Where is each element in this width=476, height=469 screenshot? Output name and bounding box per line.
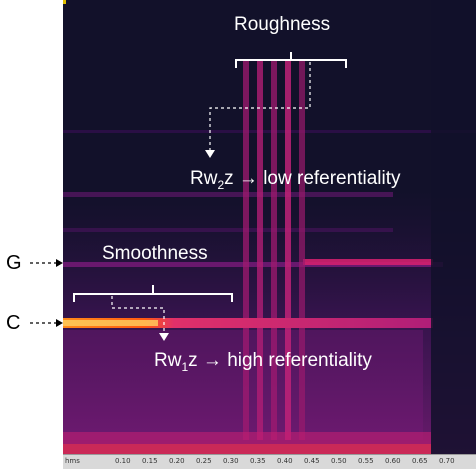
time-tick: 0.40 [277,457,293,465]
smoothness-bracket [73,293,233,302]
pitch-label-c: C [6,312,21,334]
arrow-right-icon: → [202,350,222,371]
c-band-core [63,320,158,326]
cursor-marker [63,0,66,4]
time-tick: 0.50 [331,457,347,465]
harmonic-band [63,228,393,232]
rw1z-label: Rw1z → high referentiality [154,350,372,374]
smoothness-arrow-line [111,296,165,333]
low-floor-hot [63,444,431,454]
g-band-bright [303,259,433,265]
time-tick: 0.25 [196,457,212,465]
rw1z-subscript: 1 [181,359,189,374]
time-tick: 0.10 [115,457,131,465]
c-arrow-head [56,319,63,327]
roughness-column [257,60,263,440]
low-floor [63,432,431,454]
time-tick: 0.60 [385,457,401,465]
time-axis: hms 0.10 0.15 0.20 0.25 0.30 0.35 0.40 0… [63,454,476,469]
arrow-right-icon: → [238,168,258,189]
roughness-column [299,60,305,440]
pitch-label-g: G [6,252,22,274]
time-tick: 0.55 [358,457,374,465]
harmonic-band [63,192,393,197]
c-band [63,318,433,328]
roughness-label: Roughness [234,14,331,35]
rw1z-text: high referentiality [227,350,372,371]
roughness-bracket [235,59,347,68]
roughness-arrow-head [205,150,215,158]
rw2z-label: Rw2z → low referentiality [190,168,400,192]
time-tick: 0.15 [142,457,158,465]
g-band [63,262,443,267]
rw2z-subscript: 2 [217,177,225,192]
rw1z-suffix: z [188,350,198,371]
spectrogram [63,0,476,454]
time-tick: 0.35 [250,457,266,465]
rw2z-suffix: z [224,168,234,189]
rw1z-prefix: Rw [154,350,182,371]
roughness-column [271,60,277,440]
time-axis-unit: hms [65,457,80,465]
smoothness-label: Smoothness [102,243,208,264]
time-tick: 0.70 [439,457,455,465]
smoothness-arrow-head [159,333,169,341]
roughness-column [285,60,291,440]
time-tick: 0.30 [223,457,239,465]
rw2z-prefix: Rw [190,168,218,189]
time-tick: 0.65 [412,457,428,465]
harmonic-band [63,130,476,133]
time-tick: 0.20 [169,457,185,465]
roughness-arrow-line [209,62,311,150]
rw2z-text: low referentiality [263,168,401,189]
time-tick: 0.45 [304,457,320,465]
silence-region [431,0,476,454]
g-arrow-head [56,259,63,267]
spectrogram-graphic [63,0,476,454]
roughness-column [243,60,249,440]
